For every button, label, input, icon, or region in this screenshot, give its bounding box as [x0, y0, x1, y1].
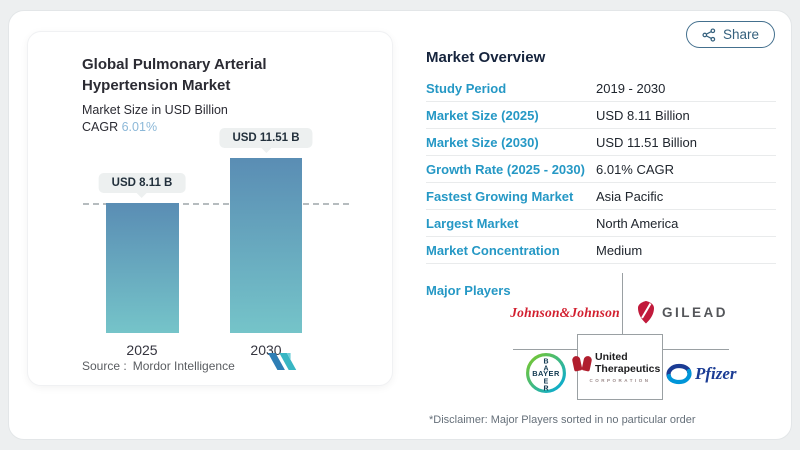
table-row-study-period: Study Period 2019 - 2030	[426, 75, 776, 102]
bar-label-2030: USD 11.51 B	[219, 128, 313, 153]
pfizer-wordmark: Pfizer	[695, 364, 737, 383]
row-value: North America	[596, 215, 679, 231]
share-icon	[702, 27, 716, 42]
svg-text:BAYER: BAYER	[532, 369, 560, 378]
row-label: Fastest Growing Market	[426, 188, 574, 204]
row-value: 2019 - 2030	[596, 80, 666, 96]
source-attribution: Source : Mordor Intelligence	[82, 359, 235, 373]
table-row-largest-market: Largest Market North America	[426, 210, 776, 237]
row-label: Largest Market	[426, 215, 519, 231]
cagr-line: CAGR 6.01%	[82, 120, 332, 134]
table-row-fastest-growing-market: Fastest Growing Market Asia Pacific	[426, 183, 776, 210]
united-therapeutics-logo: United Therapeutics CORPORATION	[571, 334, 663, 400]
disclaimer-text: *Disclaimer: Major Players sorted in no …	[429, 414, 696, 426]
gilead-shield-icon	[636, 300, 656, 325]
overview-title: Market Overview	[426, 49, 546, 66]
table-row-growth-rate: Growth Rate (2025 - 2030) 6.01% CAGR	[426, 156, 776, 183]
bayer-logo: B A BAYER E R	[525, 352, 567, 399]
table-row-market-concentration: Market Concentration Medium	[426, 237, 776, 264]
chart-panel: Global Pulmonary Arterial Hypertension M…	[27, 31, 393, 386]
players-horizontal-divider-right	[663, 349, 729, 350]
svg-text:R: R	[543, 386, 548, 393]
row-value: USD 11.51 Billion	[596, 134, 697, 150]
market-report-card: Share Global Pulmonary Arterial Hyperten…	[8, 10, 792, 440]
bar-2030[interactable]	[230, 158, 302, 333]
row-label: Market Size (2025)	[426, 107, 539, 123]
svg-text:B: B	[543, 358, 548, 365]
johnson-and-johnson-logo: Johnson&Johnson	[510, 305, 620, 320]
bar-label-2025-caret	[136, 193, 147, 198]
gilead-logo: GILEAD	[636, 300, 728, 325]
row-value: Asia Pacific	[596, 188, 664, 204]
source-value: Mordor Intelligence	[132, 359, 235, 373]
pfizer-swirl-icon	[666, 362, 692, 386]
row-label: Growth Rate (2025 - 2030)	[426, 161, 585, 177]
source-label: Source :	[82, 359, 127, 373]
overview-table: Study Period 2019 - 2030 Market Size (20…	[426, 75, 776, 264]
row-value: Medium	[596, 242, 643, 258]
chart-subtitle: Market Size in USD Billion	[82, 103, 228, 117]
mordor-intelligence-logo-icon	[268, 351, 300, 377]
cagr-label: CAGR	[82, 120, 119, 134]
cagr-value: 6.01%	[121, 120, 158, 134]
x-axis-label-2025: 2025	[126, 342, 158, 358]
svg-text:A: A	[543, 365, 548, 372]
row-label: Market Size (2030)	[426, 134, 539, 150]
united-therapeutics-wordmark: United Therapeutics	[595, 350, 661, 375]
table-row-market-size-2030: Market Size (2030) USD 11.51 Billion	[426, 129, 776, 156]
united-therapeutics-corporation-text: CORPORATION	[589, 378, 651, 384]
bar-label-2030-text: USD 11.51 B	[219, 128, 313, 148]
row-label: Market Concentration	[426, 242, 560, 258]
share-button-label: Share	[722, 27, 759, 42]
bar-label-2030-caret	[261, 148, 271, 153]
svg-text:E: E	[544, 379, 549, 386]
bar-2025[interactable]	[106, 203, 179, 333]
major-players-label: Major Players	[426, 283, 511, 298]
pfizer-logo: Pfizer	[666, 362, 737, 386]
players-horizontal-divider-left	[513, 349, 577, 350]
share-button[interactable]: Share	[685, 21, 775, 48]
chart-title: Global Pulmonary Arterial Hypertension M…	[82, 56, 267, 94]
lungs-icon	[571, 354, 593, 372]
table-row-market-size-2025: Market Size (2025) USD 8.11 Billion	[426, 102, 776, 129]
row-label: Study Period	[426, 80, 507, 96]
chart-title-block: Global Pulmonary Arterial Hypertension M…	[82, 54, 332, 134]
row-value: 6.01% CAGR	[596, 161, 675, 177]
bar-label-2025-text: USD 8.11 B	[98, 173, 186, 193]
players-vertical-divider	[622, 273, 623, 334]
reference-dashed-line	[83, 203, 349, 205]
row-value: USD 8.11 Billion	[596, 107, 690, 123]
gilead-wordmark: GILEAD	[662, 305, 729, 320]
bar-label-2025: USD 8.11 B	[98, 173, 186, 198]
